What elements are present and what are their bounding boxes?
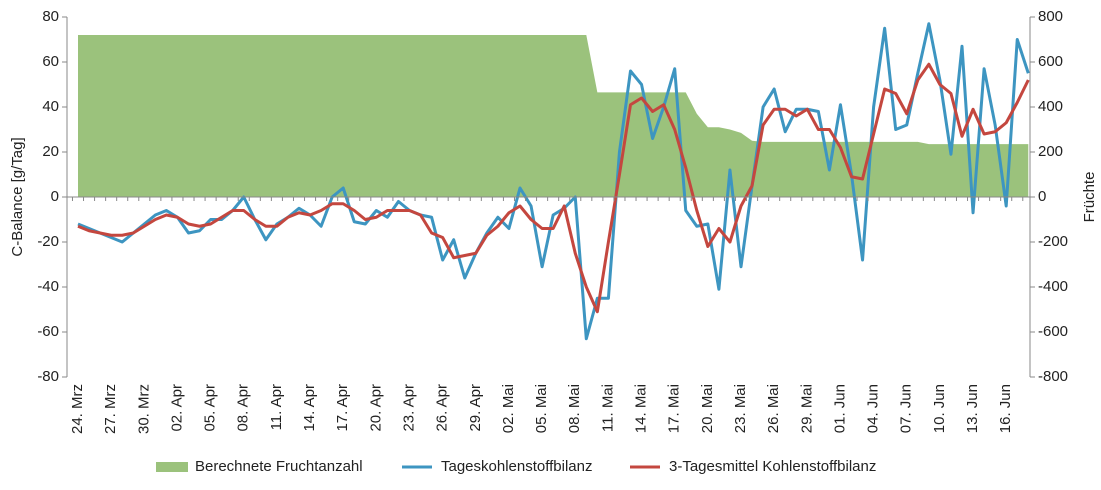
x-tick-label: 20. Mai bbox=[699, 384, 716, 433]
x-tick-label: 02. Apr bbox=[168, 384, 185, 432]
y-tick-label: -60 bbox=[37, 323, 59, 340]
y-tick-label: 40 bbox=[42, 98, 59, 115]
line bbox=[77, 22, 1030, 341]
y2-tick-label: -600 bbox=[1038, 323, 1068, 340]
y-tick-label: -80 bbox=[37, 368, 59, 385]
x-tick-label: 17. Apr bbox=[334, 384, 351, 432]
y-tick-label: 80 bbox=[42, 8, 59, 25]
x-tick-label: 01. Jun bbox=[831, 384, 848, 433]
x-tick-label: 30. Mrz bbox=[135, 384, 152, 434]
legend-label: 3-Tagesmittel Kohlenstoffbilanz bbox=[669, 458, 876, 475]
y2-tick-label: 800 bbox=[1038, 8, 1063, 25]
x-tick-label: 13. Jun bbox=[964, 384, 981, 433]
area bbox=[78, 35, 1029, 197]
x-tick-label: 14. Apr bbox=[301, 384, 318, 432]
x-tick-label: 05. Apr bbox=[202, 384, 219, 432]
legend-swatch bbox=[156, 462, 188, 472]
x-tick-label: 20. Apr bbox=[367, 384, 384, 432]
y2-tick-label: 200 bbox=[1038, 143, 1063, 160]
y-tick-label: 20 bbox=[42, 143, 59, 160]
x-tick-label: 04. Jun bbox=[865, 384, 882, 433]
y-tick-label: -20 bbox=[37, 233, 59, 250]
x-tick-label: 29. Mai bbox=[798, 384, 815, 433]
x-tick-label: 27. Mrz bbox=[102, 384, 119, 434]
x-tick-label: 26. Apr bbox=[434, 384, 451, 432]
line bbox=[77, 62, 1030, 314]
y2-tick-label: -800 bbox=[1038, 368, 1068, 385]
x-tick-label: 08. Mai bbox=[566, 384, 583, 433]
x-tick-label: 08. Apr bbox=[235, 384, 252, 432]
y-tick-label: 0 bbox=[51, 188, 59, 205]
y-tick-label: 60 bbox=[42, 53, 59, 70]
x-tick-label: 23. Apr bbox=[400, 384, 417, 432]
y2-axis-title: Früchte bbox=[1081, 172, 1098, 223]
x-tick-label: 02. Mai bbox=[500, 384, 517, 433]
x-tick-label: 23. Mai bbox=[732, 384, 749, 433]
y-tick-label: -40 bbox=[37, 278, 59, 295]
x-tick-label: 11. Apr bbox=[268, 384, 285, 430]
y2-tick-label: 400 bbox=[1038, 98, 1063, 115]
x-tick-label: 10. Jun bbox=[931, 384, 948, 433]
x-tick-label: 26. Mai bbox=[765, 384, 782, 433]
y2-tick-label: 600 bbox=[1038, 53, 1063, 70]
legend-label: Tageskohlenstoffbilanz bbox=[441, 458, 593, 475]
x-tick-label: 11. Mai bbox=[599, 384, 616, 432]
legend-label: Berechnete Fruchtanzahl bbox=[195, 458, 363, 475]
x-tick-label: 17. Mai bbox=[666, 384, 683, 433]
x-tick-label: 14. Mai bbox=[633, 384, 650, 433]
x-tick-label: 05. Mai bbox=[533, 384, 550, 433]
y2-tick-label: -400 bbox=[1038, 278, 1068, 295]
x-tick-label: 29. Apr bbox=[467, 384, 484, 432]
y2-tick-label: 0 bbox=[1038, 188, 1046, 205]
x-tick-label: 16. Jun bbox=[997, 384, 1014, 433]
x-tick-label: 24. Mrz bbox=[69, 384, 86, 434]
y-axis-title: C-Balance [g/Tag] bbox=[9, 137, 26, 256]
y2-tick-label: -200 bbox=[1038, 233, 1068, 250]
x-tick-label: 07. Jun bbox=[898, 384, 915, 433]
